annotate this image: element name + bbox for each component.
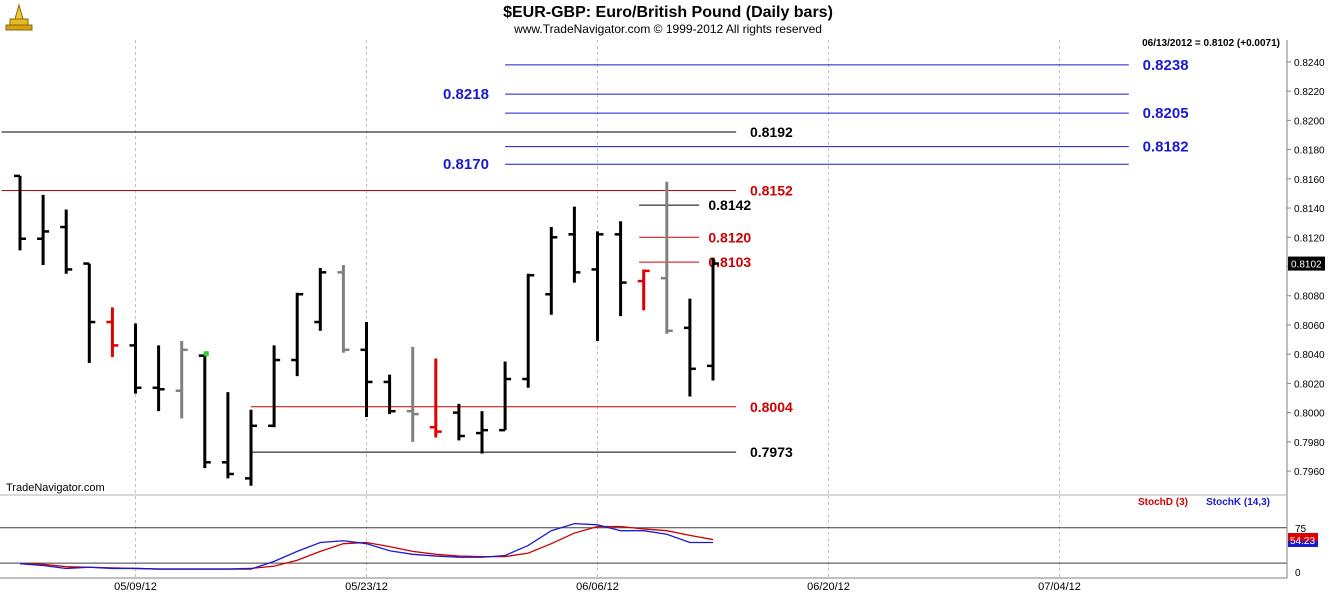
date-tick-label: 05/09/12 bbox=[114, 581, 157, 593]
level-label: 0.8192 bbox=[750, 124, 793, 140]
level-label: 0.8004 bbox=[750, 399, 793, 415]
ohlc-bar bbox=[291, 292, 304, 377]
ohlc-bar bbox=[614, 221, 627, 317]
stoch-legend-entry: StochD (3) bbox=[1138, 497, 1188, 508]
ohlc-bar bbox=[129, 323, 142, 394]
stoch-tick-label: 75 bbox=[1295, 524, 1307, 535]
price-tick-label: 0.8240 bbox=[1294, 58, 1325, 69]
price-tick-label: 0.8140 bbox=[1294, 204, 1325, 215]
ohlc-bar bbox=[452, 403, 465, 441]
level-label: 0.8238 bbox=[1143, 57, 1189, 74]
ohlc-bar bbox=[60, 209, 73, 274]
ohlc-bar bbox=[406, 346, 419, 442]
ohlc-bar bbox=[314, 267, 327, 331]
price-tick-label: 0.7960 bbox=[1294, 467, 1325, 478]
ohlc-bar bbox=[429, 358, 442, 438]
ohlc-bar bbox=[568, 206, 581, 283]
watermark: TradeNavigator.com bbox=[6, 482, 105, 494]
chart-subtitle: www.TradeNavigator.com © 1999-2012 All r… bbox=[513, 22, 822, 36]
ohlc-bar bbox=[106, 307, 119, 358]
price-bars bbox=[14, 174, 719, 486]
date-tick-label: 07/04/12 bbox=[1038, 581, 1081, 593]
level-label: 0.8205 bbox=[1143, 105, 1189, 122]
stoch-value-label: 54.23 bbox=[1290, 536, 1315, 547]
price-tick-label: 0.8160 bbox=[1294, 175, 1325, 186]
stoch-legend-entry: StochK (14,3) bbox=[1206, 497, 1270, 508]
ohlc-bar bbox=[683, 298, 696, 397]
trade-navigator-logo-icon bbox=[5, 3, 33, 31]
ohlc-bar bbox=[660, 181, 673, 334]
ohlc-bar bbox=[14, 174, 26, 251]
ohlc-bar bbox=[591, 231, 604, 342]
price-tick-label: 0.8000 bbox=[1294, 409, 1325, 420]
level-label: 0.8103 bbox=[708, 254, 751, 270]
ohlc-bar bbox=[175, 341, 188, 419]
ohlc-bar bbox=[152, 345, 165, 412]
ohlc-bar bbox=[499, 361, 512, 432]
ohlc-bar bbox=[337, 265, 350, 353]
ohlc-bar bbox=[268, 345, 281, 428]
ohlc-bar bbox=[221, 392, 234, 479]
date-tick-label: 05/23/12 bbox=[345, 581, 388, 593]
last-price-readout: 06/13/2012 = 0.8102 (+0.0071) bbox=[1142, 38, 1280, 49]
signal-marker bbox=[203, 351, 209, 357]
price-tick-label: 0.8180 bbox=[1294, 146, 1325, 157]
ohlc-bar bbox=[383, 374, 396, 415]
price-tick-label: 0.8220 bbox=[1294, 87, 1325, 98]
stoch-value-box-k bbox=[1288, 541, 1318, 548]
stoch-k-line bbox=[19, 522, 713, 570]
level-label: 0.7973 bbox=[750, 444, 793, 460]
price-tick-label: 0.8060 bbox=[1294, 321, 1325, 332]
stoch-value-box-d bbox=[1288, 533, 1318, 542]
ohlc-bar bbox=[707, 257, 719, 381]
level-label: 0.8142 bbox=[708, 197, 751, 213]
price-tick-label: 0.8200 bbox=[1294, 116, 1325, 127]
ohlc-bar bbox=[522, 273, 535, 388]
level-label: 0.8182 bbox=[1143, 139, 1189, 156]
ohlc-bar bbox=[360, 322, 373, 418]
chart-title: $EUR-GBP: Euro/British Pound (Daily bars… bbox=[503, 4, 833, 21]
level-label: 0.8152 bbox=[750, 183, 793, 199]
stoch-tick-label: 0 bbox=[1295, 568, 1301, 579]
ohlc-bar bbox=[476, 411, 488, 454]
date-tick-label: 06/06/12 bbox=[576, 581, 619, 593]
level-label: 0.8218 bbox=[443, 86, 489, 103]
support-resistance-levels: 0.8238 0.8218 0.8205 0.8192 0.8182 0.8170 0.81… bbox=[1, 57, 1189, 460]
ohlc-bar bbox=[637, 269, 650, 311]
ohlc-bar bbox=[245, 409, 257, 486]
ohlc-bar bbox=[37, 194, 50, 266]
stochastic-panel: 75 0 54.23 StochD (3) StochK (14,3) bbox=[0, 497, 1318, 579]
last-price-box bbox=[1288, 256, 1325, 271]
axes: 05/09/12 05/23/12 06/06/12 06/20/12 07/04/12… bbox=[0, 40, 1325, 593]
ohlc-bar bbox=[545, 227, 558, 315]
price-tick-label: 0.7980 bbox=[1294, 438, 1325, 449]
date-tick-label: 06/20/12 bbox=[807, 581, 850, 593]
price-tick-label: 0.8020 bbox=[1294, 379, 1325, 390]
last-price-label: 0.8102 bbox=[1291, 260, 1322, 271]
price-tick-label: 0.8040 bbox=[1294, 350, 1325, 361]
ohlc-bar bbox=[83, 262, 96, 363]
level-label: 0.8170 bbox=[443, 156, 489, 173]
level-label: 0.8120 bbox=[708, 229, 751, 245]
price-tick-label: 0.8120 bbox=[1294, 233, 1325, 244]
price-tick-label: 0.8080 bbox=[1294, 292, 1325, 303]
